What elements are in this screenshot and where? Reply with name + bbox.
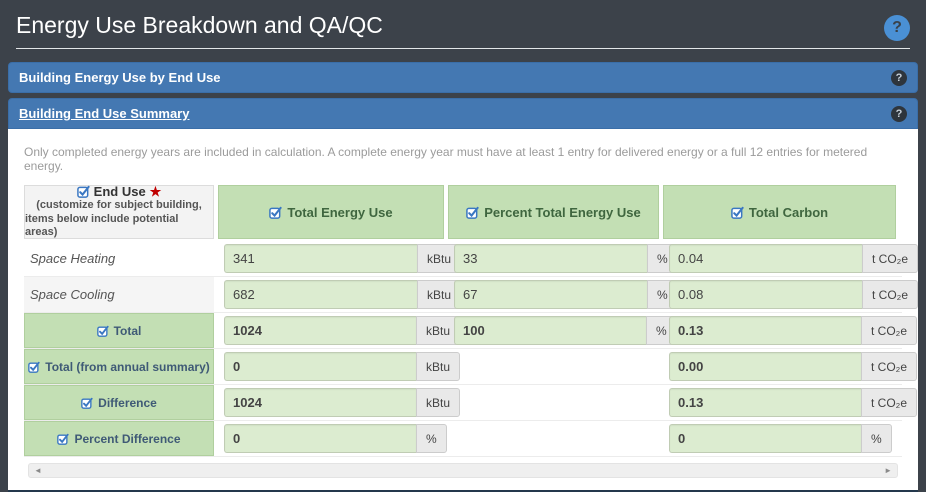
percent-cell-empty (448, 421, 659, 456)
section-bar-end-use-summary[interactable]: Building End Use Summary ? (8, 98, 918, 129)
energy-input[interactable] (224, 352, 416, 381)
page-header: Energy Use Breakdown and QA/QC ? (0, 0, 926, 49)
summary-row-label-difference[interactable]: Difference (24, 385, 214, 420)
unit-addon: t CO₂e (862, 280, 918, 309)
checkbox-icon (466, 206, 479, 219)
column-header-total-energy-use[interactable]: Total Energy Use (218, 185, 444, 239)
row-label: Space Cooling (24, 277, 214, 312)
carbon-input[interactable] (669, 352, 861, 381)
energy-cell: kBtu (218, 313, 461, 348)
carbon-cell: t CO₂e (663, 385, 917, 420)
energy-input[interactable] (224, 244, 417, 273)
scroll-left-arrow-icon[interactable]: ◄ (34, 465, 42, 475)
energy-cell: kBtu (218, 241, 462, 276)
percent-input[interactable] (454, 316, 646, 345)
end-use-header-subtext: (customize for subject building, (36, 198, 202, 211)
unit-addon: kBtu (416, 316, 461, 345)
summary-row-label-percent-difference[interactable]: Percent Difference (24, 421, 214, 456)
summary-row-label-total[interactable]: Total (24, 313, 214, 348)
section-title: Building Energy Use by End Use (19, 70, 221, 85)
title-divider (16, 48, 910, 49)
energy-cell: kBtu (218, 385, 461, 420)
energy-cell: kBtu (218, 277, 462, 312)
end-use-header-cell: End Use ★ (customize for subject buildin… (24, 183, 214, 239)
carbon-input[interactable] (669, 244, 862, 273)
table-row-space-cooling: Space Cooling kBtu % t CO (24, 277, 918, 313)
row-label: Space Heating (30, 251, 116, 266)
percent-cell: % (448, 313, 677, 348)
section-help-question-icon[interactable]: ? (891, 69, 907, 86)
checkbox-icon[interactable] (76, 185, 90, 198)
percent-difference-input[interactable] (224, 424, 416, 453)
panel-body: Only completed energy years are included… (8, 129, 918, 492)
end-use-header-label: End Use (93, 183, 146, 199)
unit-addon: t CO₂e (861, 352, 917, 381)
section-help-question-icon[interactable]: ? (891, 105, 907, 122)
percent-input[interactable] (454, 244, 647, 273)
carbon-input[interactable] (669, 316, 861, 345)
column-header-label: Total Energy Use (287, 204, 393, 220)
checkbox-icon (81, 397, 93, 409)
checkbox-icon (57, 433, 70, 445)
percent-cell-empty (448, 349, 659, 384)
table-row-total: Total kBtu % t C (24, 313, 917, 349)
row-label: Percent Difference (74, 431, 181, 446)
unit-addon: % (416, 424, 447, 453)
energy-cell: kBtu (218, 349, 461, 384)
unit-addon: % (861, 424, 892, 453)
energy-cell: % (218, 421, 447, 456)
column-header-total-carbon[interactable]: Total Carbon (663, 185, 896, 239)
unit-addon: t CO₂e (861, 316, 917, 345)
table-row-space-heating: Space Heating kBtu % t CO (24, 241, 918, 277)
carbon-input[interactable] (669, 388, 861, 417)
row-label: Difference (98, 395, 157, 410)
percent-cell: % (448, 277, 678, 312)
table-row-percent-difference: Percent Difference % % (24, 421, 902, 457)
table-header-row: End Use ★ (customize for subject buildin… (24, 183, 902, 239)
energy-input[interactable] (224, 280, 417, 309)
carbon-cell: t CO₂e (663, 277, 918, 312)
checkbox-icon (731, 206, 744, 219)
unit-addon: kBtu (416, 388, 461, 417)
carbon-percent-difference-input[interactable] (669, 424, 861, 453)
table-row-total-from-annual-summary: Total (from annual summary) kBtu t CO₂e (24, 349, 917, 385)
horizontal-scrollbar[interactable]: ◄ ► (28, 463, 898, 478)
energy-input[interactable] (224, 388, 416, 417)
summary-row-label-annual-total[interactable]: Total (from annual summary) (24, 349, 214, 384)
panel-building-end-use-summary: Building End Use Summary ? Only complete… (8, 98, 918, 492)
row-label: Total (from annual summary) (45, 359, 210, 374)
percent-cell-empty (448, 385, 659, 420)
carbon-cell: t CO₂e (663, 241, 918, 276)
carbon-cell: t CO₂e (663, 349, 917, 384)
help-question-icon[interactable]: ? (884, 15, 910, 41)
unit-addon: t CO₂e (861, 388, 917, 417)
checkbox-icon (269, 206, 283, 219)
end-use-header-subtext: items below include potential areas) (25, 212, 179, 239)
page-title: Energy Use Breakdown and QA/QC (16, 12, 383, 38)
column-header-percent-total-energy-use[interactable]: Percent Total Energy Use (448, 185, 659, 239)
info-note: Only completed energy years are included… (24, 145, 868, 173)
column-header-label: Total Carbon (748, 204, 829, 220)
section-bar-energy-use-by-end-use[interactable]: Building Energy Use by End Use ? (8, 62, 918, 93)
percent-cell: % (448, 241, 678, 276)
unit-addon: kBtu (416, 352, 461, 381)
checkbox-icon (28, 361, 40, 373)
carbon-cell: t CO₂e (663, 313, 917, 348)
carbon-cell: % (663, 421, 896, 456)
unit-addon: t CO₂e (862, 244, 918, 273)
row-label: Total (113, 323, 142, 338)
required-star-icon: ★ (149, 183, 162, 199)
section-title-link[interactable]: Building End Use Summary (19, 106, 190, 121)
scroll-right-arrow-icon[interactable]: ► (884, 465, 892, 475)
checkbox-icon (96, 325, 109, 337)
carbon-input[interactable] (669, 280, 862, 309)
percent-input[interactable] (454, 280, 647, 309)
table-row-difference: Difference kBtu t CO₂e (24, 385, 917, 421)
column-header-label: Percent Total Energy Use (484, 204, 641, 220)
energy-input[interactable] (224, 316, 416, 345)
unit-addon: kBtu (417, 244, 462, 273)
